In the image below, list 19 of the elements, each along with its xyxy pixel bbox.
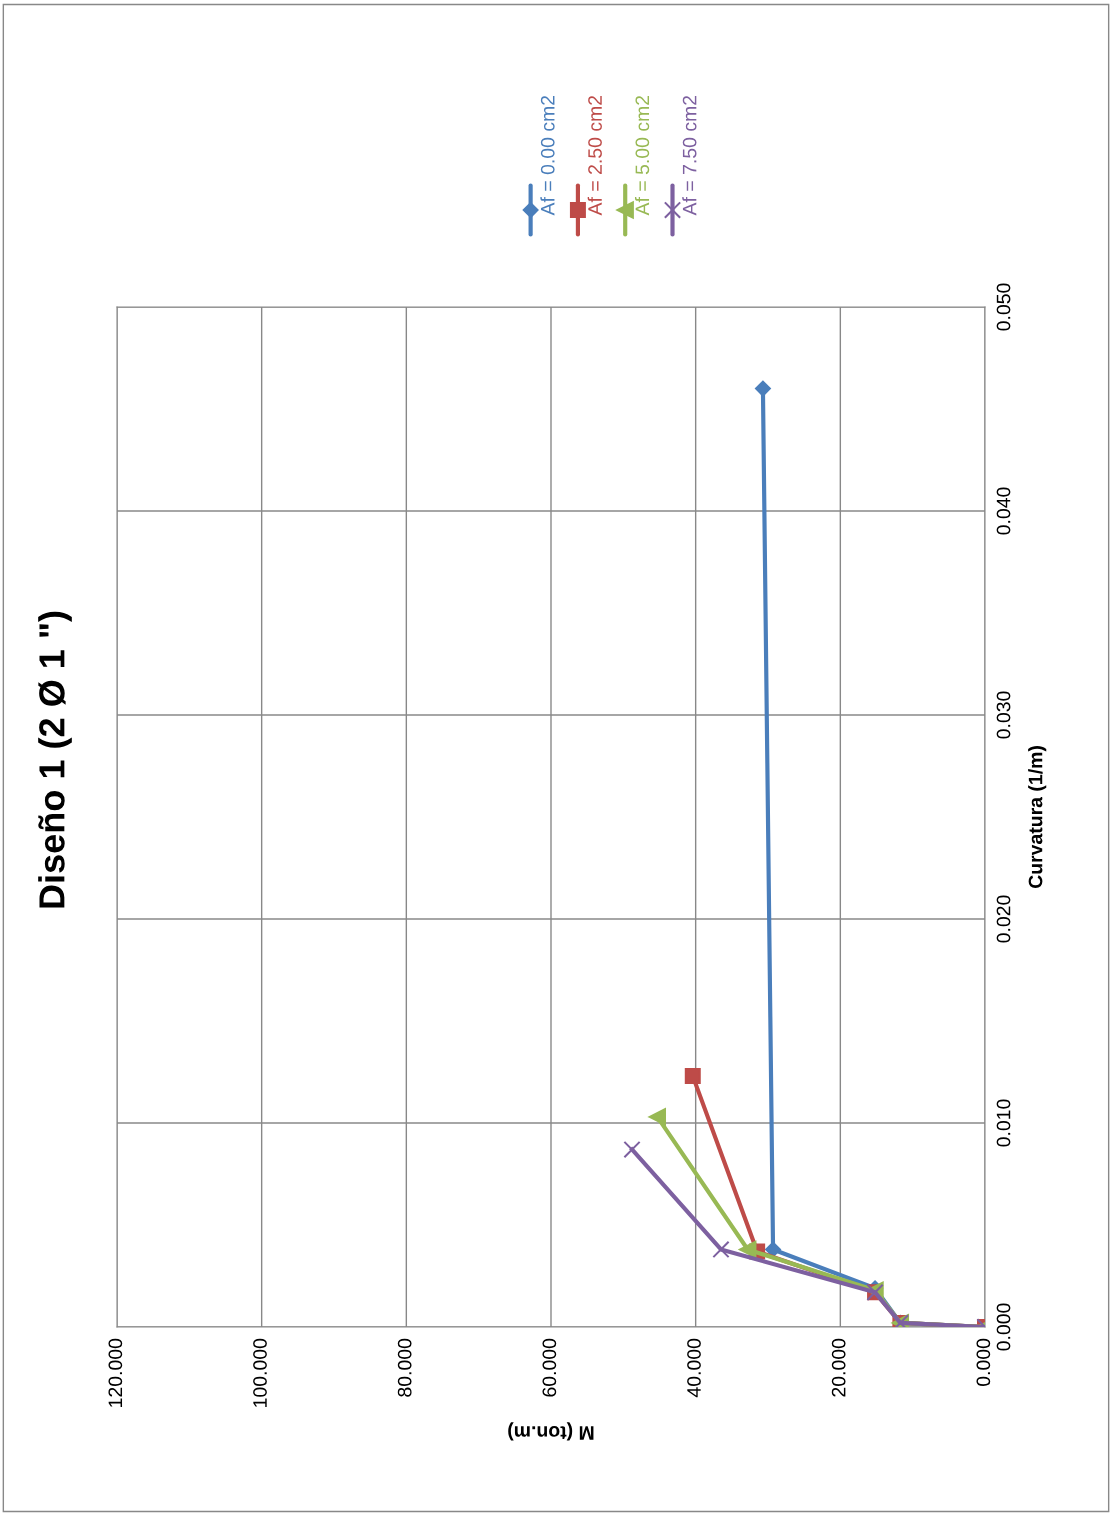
- x-axis-title: M (ton.m): [508, 1422, 594, 1441]
- x-tick-label: 40.000: [687, 1338, 701, 1398]
- y-axis-title: Curvatura (1/m): [1028, 746, 1047, 889]
- y-tick-label: 0.040: [996, 487, 1011, 535]
- x-tick-label: 60.000: [542, 1338, 557, 1397]
- y-tick-label: 0.030: [996, 691, 1011, 739]
- text: Af = 2.50 cm2: [587, 95, 602, 216]
- x-tick-label: 100.000: [253, 1338, 267, 1407]
- text: Af = 0.00 cm2: [540, 95, 555, 216]
- x-tick-label: 80.000: [397, 1338, 412, 1397]
- text: Af = 7.50 cm2: [682, 95, 697, 216]
- y-tick-label: 0.020: [996, 895, 1011, 943]
- x-tick-label: 120.000: [108, 1338, 123, 1407]
- y-tick-label: 0.000: [996, 1303, 1011, 1351]
- x-tick-label: 20.000: [831, 1338, 846, 1397]
- y-tick-label: 0.050: [996, 283, 1011, 331]
- text: Af = 5.00 cm2: [634, 95, 650, 216]
- y-tick-label: 0.010: [996, 1099, 1011, 1147]
- text: Diseño 1 (2 Ø 1 "): [38, 611, 72, 908]
